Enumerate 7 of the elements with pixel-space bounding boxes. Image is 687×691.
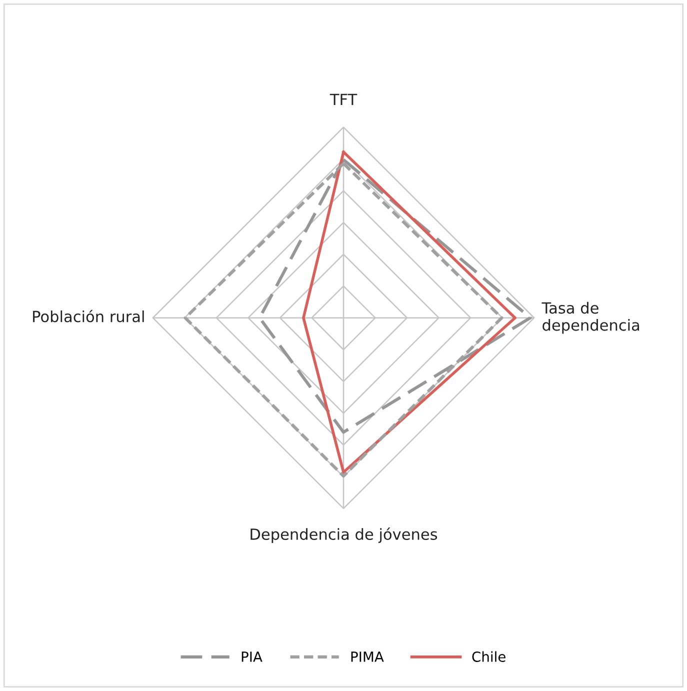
legend-label: Chile (472, 651, 506, 662)
legend-label: PIMA (351, 652, 384, 662)
spoke-label: Tasa de dependencia (542, 302, 640, 334)
spoke-label: Dependencia de jóvenes (250, 528, 438, 543)
legend-label: PIA (242, 652, 262, 662)
spoke-label: Población rural (33, 310, 144, 322)
spoke-label: TFT (330, 94, 358, 105)
